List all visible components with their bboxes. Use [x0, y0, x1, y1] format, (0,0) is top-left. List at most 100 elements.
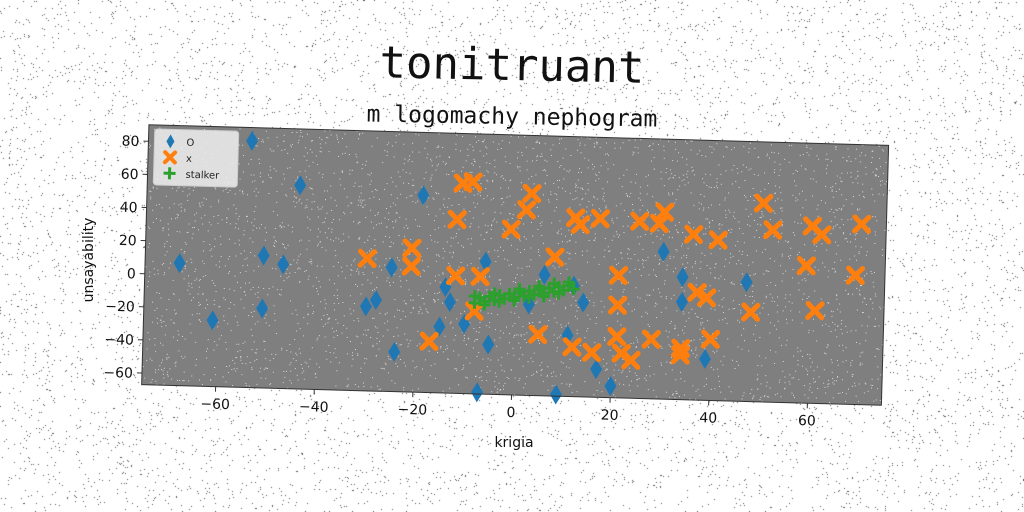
data-point: [657, 241, 670, 262]
data-point: [607, 295, 628, 315]
x-stroke: [700, 329, 721, 349]
x-tick-label: −40: [299, 399, 329, 416]
x-tick-label: 40: [699, 410, 717, 426]
data-point: [516, 200, 537, 220]
data-point: [630, 211, 650, 231]
x-stroke: [852, 214, 872, 234]
data-point: [419, 331, 439, 351]
legend-marker: [162, 150, 178, 165]
x-stroke: [545, 247, 565, 267]
legend-label: O: [186, 138, 194, 149]
data-point: [501, 219, 521, 239]
data-point: [590, 208, 611, 229]
data-point: [522, 294, 535, 315]
x-stroke: [607, 295, 628, 315]
data-point: [641, 329, 661, 349]
y-tick-label: 0: [127, 266, 136, 282]
data-point: [852, 214, 872, 234]
x-stroke: [516, 200, 537, 220]
series-1: [357, 172, 872, 370]
data-point: [206, 310, 219, 331]
x-stroke: [463, 172, 483, 192]
x-stroke: [447, 209, 467, 230]
y-tick-label: 80: [121, 134, 139, 150]
x-stroke: [845, 265, 866, 286]
data-point: [388, 341, 401, 362]
x-stroke: [630, 211, 650, 231]
data-point: [740, 272, 753, 293]
data-point: [549, 384, 562, 405]
data-point: [538, 264, 551, 285]
x-stroke: [562, 337, 582, 357]
data-point: [513, 283, 526, 296]
data-point: [357, 248, 377, 269]
data-point: [545, 247, 565, 267]
data-point: [468, 290, 481, 303]
data-marks: [173, 130, 872, 405]
data-point: [277, 254, 290, 275]
x-stroke: [654, 202, 675, 222]
x-stroke: [741, 302, 761, 322]
x-tick-label: −60: [200, 396, 230, 413]
axes: −60 −40 −20 0 20 40 60 −60 −40 −20 0 20 40 60 80: [103, 124, 890, 429]
data-point: [522, 291, 536, 304]
y-tick-label: −40: [104, 332, 134, 349]
legend-marker: [163, 167, 176, 180]
data-point: [654, 202, 675, 222]
x-axis-label: krigia: [494, 435, 533, 451]
data-point: [676, 267, 689, 288]
x-tick-label: −20: [397, 402, 427, 419]
data-point: [763, 220, 783, 240]
x-stroke: [796, 255, 816, 276]
data-point: [700, 329, 721, 349]
data-point: [687, 282, 707, 303]
data-point: [488, 287, 501, 300]
data-point: [675, 291, 688, 312]
x-stroke: [357, 248, 377, 269]
x-stroke: [590, 208, 611, 229]
x-stroke: [401, 256, 422, 276]
data-point: [173, 253, 186, 274]
y-tick-label: 40: [120, 200, 138, 216]
x-stroke: [581, 342, 602, 363]
data-point: [753, 193, 774, 213]
x-stroke: [570, 214, 591, 235]
data-point: [359, 296, 372, 317]
data-point: [401, 256, 422, 276]
data-point: [522, 183, 542, 204]
x-stroke: [464, 301, 485, 321]
plot-area: [141, 124, 889, 406]
x-stroke: [812, 224, 832, 245]
y-tick-label: −60: [103, 365, 133, 382]
data-point: [257, 245, 270, 266]
data-point: [470, 266, 490, 287]
plot-group: −60 −40 −20 0 20 40 60 −60 −40 −20 0 20 40 60 80 Ox sta…: [103, 124, 890, 429]
data-point: [670, 345, 691, 365]
data-point: [845, 265, 866, 286]
data-point: [567, 282, 580, 296]
data-point: [508, 294, 521, 307]
data-point: [478, 298, 491, 311]
data-point: [812, 224, 832, 245]
data-point: [577, 292, 590, 313]
data-point: [708, 230, 728, 250]
x-stroke: [697, 287, 717, 308]
data-point: [463, 172, 483, 192]
data-point: [570, 214, 591, 235]
data-point: [369, 290, 382, 311]
legend-label: x: [186, 154, 192, 165]
data-point: [741, 302, 761, 322]
data-point: [464, 301, 485, 321]
data-point: [604, 376, 617, 397]
y-tick-label: 20: [119, 233, 137, 249]
x-tick-label: 60: [798, 413, 816, 429]
x-stroke: [763, 220, 783, 240]
data-point: [562, 276, 575, 289]
x-stroke: [621, 350, 641, 370]
data-point: [621, 350, 641, 370]
data-point: [471, 382, 484, 403]
data-point: [537, 290, 550, 303]
data-point: [443, 292, 456, 313]
data-point: [402, 238, 422, 258]
